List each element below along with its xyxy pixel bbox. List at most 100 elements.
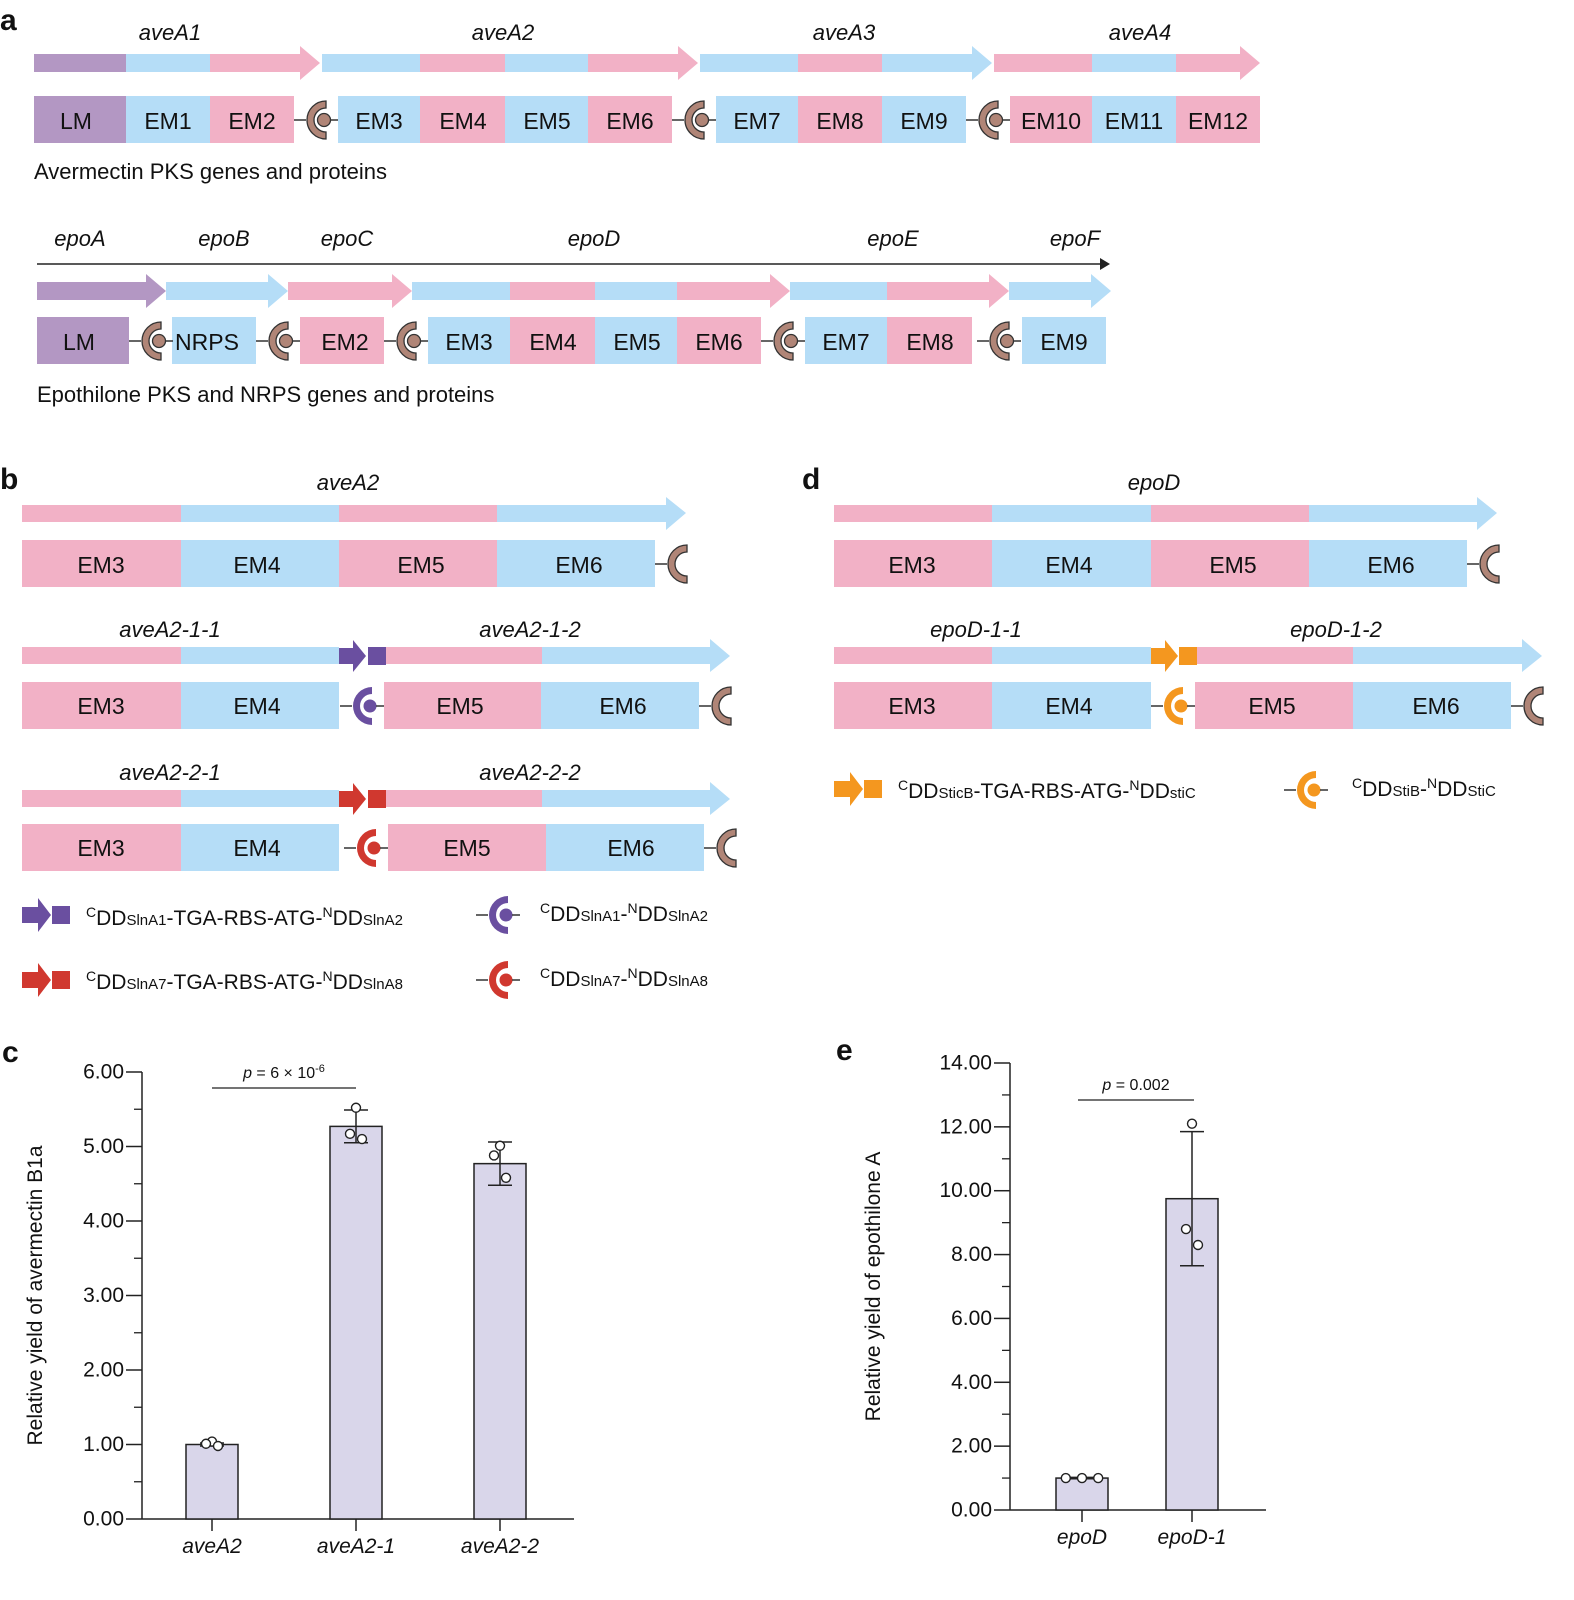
legend-violet-linker-icon <box>22 898 70 932</box>
y-tick-label: 6.00 <box>951 1307 992 1330</box>
module-label: EM3 <box>77 693 124 719</box>
avermectin-caption: Avermectin PKS genes and proteins <box>34 159 387 184</box>
y-tick-label: 0.00 <box>83 1508 124 1531</box>
legend-part: DD <box>638 968 668 991</box>
module-box-em2 <box>210 96 294 143</box>
x-tick-label: aveA2-1 <box>317 1535 395 1558</box>
module-label: EM8 <box>816 108 863 134</box>
module-box-em6 <box>541 682 699 729</box>
legend-sub: SlnA8 <box>668 973 708 990</box>
gene-label-aveA2: aveA2 <box>317 470 379 495</box>
gene-label-epoC: epoC <box>321 226 374 251</box>
module-box-em5 <box>384 682 541 729</box>
data-point <box>350 1102 362 1113</box>
x-tick-label: epoD-1 <box>1158 1526 1227 1549</box>
bar <box>185 1443 239 1520</box>
module-label: EM1 <box>144 108 191 134</box>
x-tick-label: aveA2-2 <box>461 1535 540 1558</box>
module-label: EM6 <box>599 693 646 719</box>
gene-label-epoD: epoD <box>1128 470 1181 495</box>
y-axis-label: Relative yield of avermectin B1a <box>24 1145 47 1445</box>
legend-sup: N <box>1129 777 1139 793</box>
legend-sup: C <box>86 904 96 920</box>
avermectin-gene-track <box>34 46 1260 80</box>
legend-part: - <box>621 903 628 926</box>
module-box-em6 <box>497 540 655 587</box>
docking-domain-icon <box>671 100 717 140</box>
module-box-em4 <box>181 824 339 871</box>
gene-label-epoB: epoB <box>198 226 249 251</box>
legend-part: DD <box>550 968 580 991</box>
y-tick-label: 4.00 <box>951 1371 992 1394</box>
legend-sup: C <box>540 965 550 981</box>
module-box-em4 <box>992 540 1151 587</box>
gene-label-aveA2-2-2: aveA2-2-2 <box>479 760 581 785</box>
module-label: NRPS <box>175 329 239 355</box>
legend-part: -TGA-RBS-ATG- <box>973 780 1129 803</box>
aveA2-gene-track <box>22 497 686 530</box>
module-box-em9 <box>1022 317 1106 364</box>
legend-part: DD <box>638 903 668 926</box>
module-box-em3 <box>338 96 420 143</box>
legend-sub: SticB <box>938 785 973 802</box>
y-tick-label: 6.00 <box>83 1061 124 1084</box>
module-box-em3 <box>22 682 181 729</box>
gene-label-aveA2-1-2: aveA2-1-2 <box>479 617 581 642</box>
module-box-em11 <box>1092 96 1176 143</box>
module-label: EM7 <box>822 329 869 355</box>
aveA2-2-gene-track <box>22 782 730 815</box>
module-box-em7 <box>805 317 887 364</box>
orange-docking-icon <box>1150 686 1196 726</box>
module-box-em6 <box>588 96 672 143</box>
module-box-em3 <box>22 824 181 871</box>
legend-violet-linker-text: CDDSlnA1-TGA-RBS-ATG-NDDSlnA2 <box>86 904 403 930</box>
y-tick-label: 8.00 <box>951 1243 992 1266</box>
module-label: EM5 <box>397 552 444 578</box>
module-box-em9 <box>882 96 966 143</box>
module-box-em10 <box>1010 96 1092 143</box>
panel-b-label: b <box>0 463 18 496</box>
docking-domain-icon <box>965 100 1011 140</box>
gene-label-aveA1: aveA1 <box>139 20 201 45</box>
bar <box>473 1162 527 1520</box>
module-box-em12 <box>1176 96 1260 143</box>
module-label: EM4 <box>1045 552 1093 578</box>
module-label: EM6 <box>1367 552 1414 578</box>
legend-part: DD <box>908 780 938 803</box>
module-box-em5 <box>505 96 588 143</box>
gene-label-epoD-1-2: epoD-1-2 <box>1290 617 1382 642</box>
legend-violet-docking-text: CDDSlnA1-NDDSlnA2 <box>540 900 708 926</box>
module-label: LM <box>60 108 92 134</box>
module-label: LM <box>63 329 95 355</box>
legend-sub: StiC <box>1467 783 1496 800</box>
red-linker-icon <box>339 783 386 815</box>
module-label: EM4 <box>233 552 281 578</box>
legend-sub: SlnA2 <box>363 912 403 929</box>
module-box-lm <box>34 96 126 143</box>
y-tick-label: 2.00 <box>951 1435 992 1458</box>
legend-sub: SlnA1 <box>126 912 166 929</box>
module-label: EM9 <box>1040 329 1087 355</box>
legend-sup: C <box>898 777 908 793</box>
epoD-gene-track <box>834 497 1497 530</box>
y-tick-label: 3.00 <box>83 1284 124 1307</box>
gene-label-aveA4: aveA4 <box>1109 20 1171 45</box>
data-point <box>1076 1472 1088 1484</box>
y-tick-label: 0.00 <box>951 1499 992 1522</box>
legend-sup: N <box>322 904 332 920</box>
module-label: EM5 <box>443 835 490 861</box>
bar <box>329 1125 383 1520</box>
module-label: EM6 <box>1412 693 1459 719</box>
data-point <box>1180 1223 1192 1235</box>
legend-orange-linker-text: CDDSticB-TGA-RBS-ATG-NDDstiC <box>898 777 1196 803</box>
epoD-1-gene-track <box>834 639 1542 672</box>
gene-label-epoE: epoE <box>867 226 919 251</box>
y-tick-label: 1.00 <box>83 1433 124 1456</box>
legend-red-linker-icon <box>22 963 70 997</box>
module-box-em3 <box>834 540 992 587</box>
module-label: EM6 <box>555 552 602 578</box>
module-label: EM3 <box>888 693 935 719</box>
docking-domain-icon <box>703 828 737 868</box>
module-label: EM5 <box>613 329 660 355</box>
legend-red-docking-text: CDDSlnA7-NDDSlnA8 <box>540 965 708 991</box>
